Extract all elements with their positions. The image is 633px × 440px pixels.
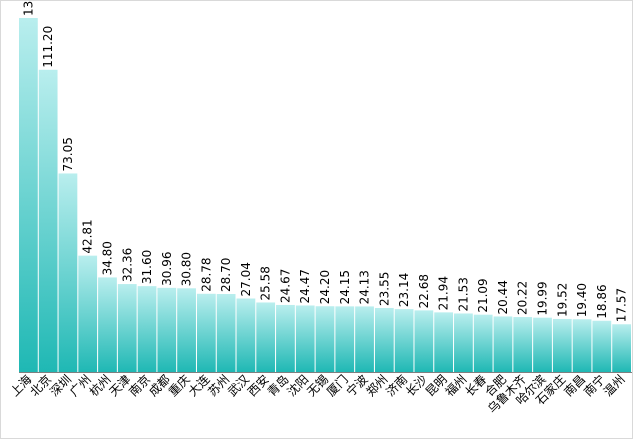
value-label: 20.22 (516, 281, 530, 315)
value-labels-group: 130.25 111.20 73.05 42.81 34.80 32.36 31.60 30.… (21, 1, 628, 322)
value-label: 20.44 (496, 280, 510, 314)
value-label: 73.05 (61, 137, 75, 171)
value-label: 21.94 (437, 276, 451, 310)
value-label: 28.78 (199, 257, 213, 291)
bar-武汉 (236, 298, 256, 372)
bar-南昌 (572, 319, 592, 372)
bar-大连 (196, 293, 216, 372)
value-label: 32.36 (120, 248, 134, 282)
value-label: 27.04 (239, 262, 253, 296)
bar-济南 (394, 309, 414, 372)
bar-北京 (38, 69, 58, 372)
value-label: 17.57 (615, 288, 629, 322)
bar-青岛 (276, 304, 295, 372)
bar-上海 (19, 18, 38, 372)
bar-成都 (157, 287, 177, 372)
bar-哈尔滨 (533, 317, 552, 372)
bar-南京 (137, 286, 157, 372)
bar-苏州 (216, 294, 236, 372)
bar-福州 (454, 313, 473, 372)
value-label: 19.99 (536, 281, 550, 315)
value-label: 130.25 (21, 1, 35, 16)
bar-合肥 (493, 316, 513, 372)
bar-郑州 (374, 307, 394, 372)
bar-天津 (117, 284, 137, 372)
bar-厦门 (335, 306, 355, 372)
bar-无锡 (315, 306, 335, 372)
category-label: 温州 (601, 372, 628, 399)
bar-乌鲁木齐 (513, 317, 533, 372)
value-label: 18.86 (595, 284, 609, 318)
bar-西安 (256, 302, 276, 372)
value-label: 22.68 (417, 274, 431, 308)
value-label: 19.52 (555, 283, 569, 317)
value-label: 30.80 (180, 252, 194, 286)
bar-沈阳 (295, 305, 315, 372)
value-label: 24.47 (298, 269, 312, 303)
value-label: 30.96 (160, 252, 174, 286)
bar-长春 (473, 314, 493, 372)
value-label: 19.40 (575, 283, 589, 317)
value-label: 31.60 (140, 250, 154, 284)
bar-温州 (612, 324, 631, 372)
bar-广州 (78, 255, 98, 372)
value-label: 21.53 (456, 277, 470, 311)
bar-宁波 (355, 306, 374, 372)
bar-杭州 (98, 277, 117, 372)
bar-重庆 (177, 288, 196, 372)
value-label: 111.20 (41, 26, 55, 68)
value-label: 42.81 (81, 219, 95, 253)
value-label: 23.55 (377, 272, 391, 306)
value-label: 24.67 (278, 269, 292, 303)
value-label: 25.58 (259, 266, 273, 300)
value-label: 23.14 (397, 273, 411, 307)
bar-长沙 (414, 310, 434, 372)
bar-昆明 (434, 312, 454, 372)
bar-深圳 (58, 173, 78, 372)
bar-石家庄 (552, 318, 572, 372)
value-label: 28.70 (219, 258, 233, 292)
value-label: 34.80 (100, 241, 114, 275)
value-label: 24.13 (358, 270, 372, 304)
value-label: 24.20 (318, 270, 332, 304)
bars-group (19, 18, 631, 372)
bar-南宁 (592, 320, 612, 372)
value-label: 24.15 (338, 270, 352, 304)
category-labels-group: 上海北京深圳广州杭州天津南京成都重庆大连苏州武汉西安青岛沈阳无锡厦门宁波郑州济南… (7, 372, 628, 417)
value-label: 21.09 (476, 278, 490, 312)
